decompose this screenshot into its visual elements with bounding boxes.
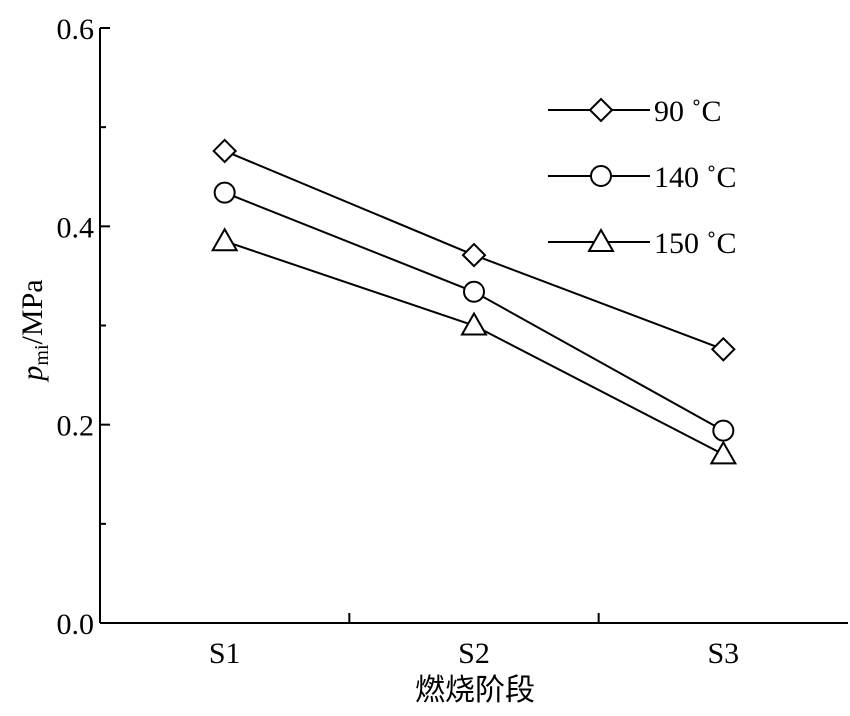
x-tick-label: S3 <box>707 637 739 670</box>
legend-marker-circle <box>590 165 612 187</box>
y-tick-label: 0.2 <box>57 410 95 443</box>
data-point-diamond <box>710 336 736 362</box>
legend-marker-triangle <box>587 227 615 252</box>
series-line <box>224 240 724 456</box>
data-point-circle <box>213 181 236 204</box>
y-tick-label: 0.6 <box>57 13 95 46</box>
x-axis-ticks: S1 S2 S3 <box>209 613 739 670</box>
y-axis-title-main: p <box>16 366 49 383</box>
legend-label: 90 ˚C <box>654 95 722 128</box>
y-axis-title: pmi/MPa <box>16 279 53 382</box>
data-point-circle <box>463 280 485 303</box>
y-axis-title-sub: mi <box>31 344 53 366</box>
data-point-diamond <box>461 242 487 268</box>
legend-item: 90 ˚C <box>548 95 722 128</box>
legend-item: 140 ˚C <box>548 161 737 194</box>
y-axis-title-unit: /MPa <box>16 279 49 344</box>
y-tick-label: 0.4 <box>57 211 95 244</box>
x-tick-label: S2 <box>458 637 490 670</box>
x-tick-label: S1 <box>209 637 241 670</box>
data-point-circle <box>712 419 735 442</box>
series-group <box>210 138 738 465</box>
series-2 <box>213 181 735 442</box>
x-axis-title: 燃烧阶段 <box>415 674 535 707</box>
data-point-diamond <box>212 138 238 164</box>
legend-label: 150 ˚C <box>654 227 737 260</box>
legend-item: 150 ˚C <box>548 227 737 260</box>
legend-label: 140 ˚C <box>654 161 737 194</box>
legend-marker-diamond <box>588 97 614 123</box>
data-point-triangle <box>709 440 738 465</box>
data-point-triangle <box>460 311 488 336</box>
series-1 <box>212 138 736 362</box>
series-3 <box>210 227 738 465</box>
y-axis-ticks: 0.0 0.2 0.4 0.6 <box>57 13 110 641</box>
data-point-triangle <box>210 227 239 252</box>
y-tick-label: 0.0 <box>57 608 95 641</box>
legend: 90 ˚C 140 ˚C 150 ˚C <box>548 95 737 260</box>
